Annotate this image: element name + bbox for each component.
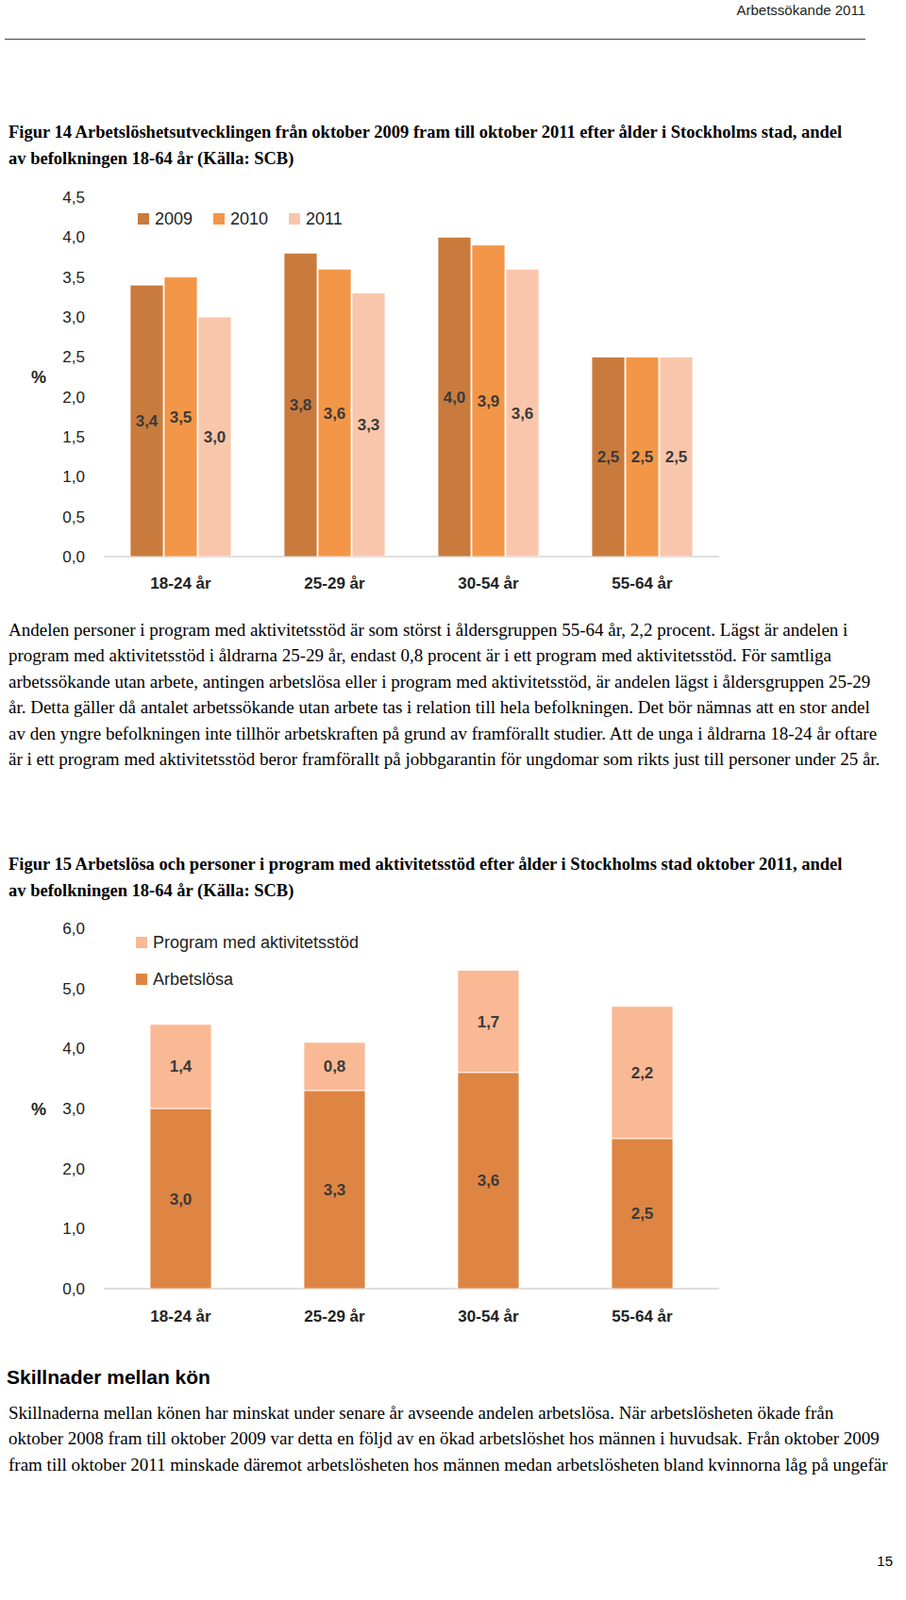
y-tick-label: 0,0 xyxy=(62,1280,85,1299)
data-label: 3,3 xyxy=(357,416,381,435)
data-label: 2,5 xyxy=(597,448,621,467)
bar xyxy=(611,1006,673,1140)
x-tick-label: 30-54 år xyxy=(457,574,520,593)
legend-swatch xyxy=(135,937,148,949)
data-label: 1,7 xyxy=(477,1013,501,1032)
y-tick-label: 4,0 xyxy=(62,1040,85,1058)
data-label: 3,3 xyxy=(323,1181,347,1200)
x-tick-label: 18-24 år xyxy=(150,1308,212,1326)
bars xyxy=(130,236,693,557)
bar xyxy=(284,252,318,557)
y-tick-label: 2,0 xyxy=(62,388,85,407)
bar xyxy=(457,1073,520,1290)
data-label: 3,9 xyxy=(477,392,501,411)
paragraph: Andelen personer i program med aktivitet… xyxy=(8,617,891,772)
y-tick-label: 0,5 xyxy=(62,508,85,527)
y-tick-label: 1,5 xyxy=(62,428,85,447)
bar xyxy=(303,1042,366,1091)
y-tick-label: 0,0 xyxy=(62,548,85,567)
bar xyxy=(437,236,471,557)
data-label: 3,8 xyxy=(289,396,313,415)
bar xyxy=(164,277,198,557)
bar xyxy=(198,317,232,557)
data-label: 3,4 xyxy=(135,412,159,431)
bar xyxy=(591,356,625,557)
data-label: 2,5 xyxy=(631,1205,655,1224)
y-tick-label: 1,0 xyxy=(62,1220,85,1239)
x-tick-label: 25-29 år xyxy=(303,574,366,593)
bar xyxy=(150,1024,212,1109)
y-tick-label: 2,0 xyxy=(62,1160,85,1179)
bar xyxy=(352,293,386,557)
figure-caption: Figur 14 Arbetslöshetsutvecklingen från … xyxy=(8,118,858,172)
x-tick-label: 25-29 år xyxy=(303,1308,366,1326)
y-tick-label: 5,0 xyxy=(62,980,85,999)
data-label: 3,5 xyxy=(169,408,193,427)
figure-caption: Figur 15 Arbetslösa och personer i progr… xyxy=(8,851,858,905)
y-tick-label: 3,5 xyxy=(62,268,85,287)
section-heading: Skillnader mellan kön xyxy=(6,1364,211,1392)
legend-label: 2010 xyxy=(230,209,269,229)
x-tick-label: 30-54 år xyxy=(457,1308,520,1326)
chart: 0,0 0,5 1,0 1,5 2,0 2,5 3,0 3,5 4,0 4,5% 18-24 år 2… xyxy=(0,179,906,614)
bar xyxy=(659,356,693,557)
header-rule xyxy=(4,38,866,40)
bar xyxy=(611,1139,673,1290)
page-number: 15 xyxy=(876,1551,893,1573)
data-label: 3,0 xyxy=(169,1191,193,1209)
legend-label: 2011 xyxy=(305,209,343,229)
legend-label: Program med aktivitetsstöd xyxy=(152,933,359,953)
y-tick-label: 1,0 xyxy=(62,468,85,487)
data-label: 0,8 xyxy=(323,1057,347,1076)
bar xyxy=(505,268,539,557)
paragraph: Skillnaderna mellan könen har minskat un… xyxy=(8,1400,891,1478)
y-tick-label: 3,0 xyxy=(62,308,85,327)
x-tick-label: 55-64 år xyxy=(611,574,673,593)
bar xyxy=(318,268,352,557)
bar xyxy=(130,285,164,557)
bar xyxy=(150,1108,212,1290)
data-label: 4,0 xyxy=(443,388,467,407)
page: Arbetssökande 2011 Figur 14 Arbetslöshets… xyxy=(0,0,906,1600)
y-axis-label: % xyxy=(31,1100,47,1120)
bars xyxy=(150,971,673,1290)
y-tick-label: 3,0 xyxy=(62,1100,85,1119)
data-label: 2,5 xyxy=(665,448,688,467)
data-label: 2,2 xyxy=(631,1064,655,1083)
y-axis-label: % xyxy=(31,368,47,387)
bar xyxy=(471,245,505,557)
data-label: 2,5 xyxy=(631,448,655,467)
y-tick-label: 6,0 xyxy=(62,920,85,939)
data-label: 3,6 xyxy=(477,1172,501,1191)
legend-swatch xyxy=(288,213,301,225)
data-label: 3,6 xyxy=(323,404,347,423)
y-tick-label: 4,0 xyxy=(62,228,85,247)
legend-swatch xyxy=(135,973,148,986)
y-tick-label: 4,5 xyxy=(62,188,85,207)
y-tick-label: 2,5 xyxy=(62,348,85,367)
chart: 0,0 1,0 2,0 3,0 4,0 5,0 6,0% 18-24 år 25-29 år 30… xyxy=(0,906,906,1341)
bar xyxy=(625,356,659,557)
x-tick-label: 55-64 år xyxy=(611,1308,673,1326)
bar xyxy=(303,1090,366,1290)
data-label: 1,4 xyxy=(169,1057,193,1076)
bar xyxy=(457,971,520,1074)
legend-label: 2009 xyxy=(154,209,193,229)
legend-swatch xyxy=(137,213,150,225)
legend-label: Arbetslösa xyxy=(152,970,235,990)
x-tick-label: 18-24 år xyxy=(150,574,212,593)
running-title: Arbetssökande 2011 xyxy=(737,0,867,21)
legend-swatch xyxy=(213,213,225,225)
data-label: 3,0 xyxy=(203,428,227,447)
data-label: 3,6 xyxy=(511,404,535,423)
